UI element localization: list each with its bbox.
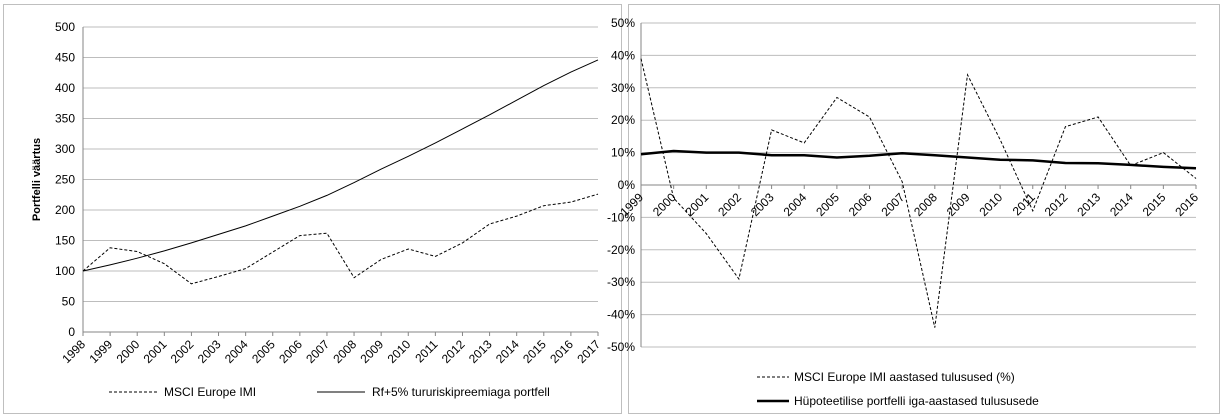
- x-tick-label: 2016: [547, 337, 576, 366]
- y-tick-label: 0: [68, 325, 75, 339]
- y-tick-label: 250: [55, 173, 75, 187]
- y-tick-label: 10%: [611, 146, 635, 160]
- y-tick-label: 500: [55, 20, 75, 34]
- x-tick-label: 2001: [683, 190, 712, 219]
- legend-label: MSCI Europe IMI: [164, 385, 256, 399]
- x-tick-label: 2013: [1074, 190, 1103, 219]
- x-tick-label: 2002: [715, 190, 744, 219]
- y-tick-label: 450: [55, 51, 75, 65]
- x-tick-label: 2006: [276, 337, 305, 366]
- y-tick-label: 0%: [618, 178, 636, 192]
- series-line-1: [82, 193, 599, 285]
- y-tick-label: -40%: [607, 308, 635, 322]
- x-tick-label: 2005: [813, 190, 842, 219]
- x-tick-label: 2011: [1010, 190, 1038, 218]
- y-tick-label: 200: [55, 203, 75, 217]
- x-tick-label: 2007: [879, 190, 908, 219]
- y-axis-title: Portfelli väärtus: [31, 138, 43, 221]
- x-tick-label: 2013: [466, 337, 495, 366]
- x-tick-label: 2003: [195, 337, 224, 366]
- portfolio-value-chart: 0 50 100 150 200 250 300 350 400 450 500 1998 1999 20…: [3, 4, 622, 414]
- portfolio-value-chart-svg: 0501001502002503003504004505001998199920…: [31, 20, 603, 399]
- series-line-1: [640, 58, 1197, 328]
- x-tick-label: 2000: [114, 337, 143, 366]
- y-tick-label: -20%: [607, 243, 635, 257]
- x-tick-label: 2004: [222, 337, 251, 366]
- x-tick-label: 2010: [976, 190, 1005, 219]
- y-tick-label: 40%: [611, 48, 635, 62]
- x-tick-label: 2012: [439, 337, 468, 366]
- x-tick-label: 2016: [1172, 190, 1201, 219]
- x-tick-label: 2002: [168, 337, 197, 366]
- x-tick-label: 2010: [385, 337, 414, 366]
- y-tick-label: 20%: [611, 113, 635, 127]
- y-tick-label: -10%: [607, 210, 635, 224]
- y-tick-label: 350: [55, 112, 75, 126]
- y-tick-label: 50: [62, 295, 76, 309]
- y-tick-label: -50%: [607, 340, 635, 354]
- x-tick-label: 2009: [944, 190, 973, 219]
- y-tick-label: 50%: [611, 16, 635, 30]
- x-tick-label: 2014: [493, 337, 522, 366]
- x-tick-label: 2005: [249, 337, 278, 366]
- x-tick-label: 2004: [781, 190, 810, 219]
- series-line-2: [82, 59, 599, 272]
- x-tick-label: 2003: [748, 190, 777, 219]
- legend-label: MSCI Europe IMI aastased tulusused (%): [794, 370, 1015, 384]
- y-tick-label: 30%: [611, 81, 635, 95]
- y-tick-label: 150: [55, 234, 75, 248]
- x-tick-label: 2001: [141, 337, 170, 366]
- y-tick-label: 300: [55, 142, 75, 156]
- x-tick-label: 2009: [357, 337, 386, 366]
- x-tick-label: 2015: [1140, 190, 1169, 219]
- series-line-2: [640, 149, 1197, 170]
- x-tick-label: 2006: [846, 190, 875, 219]
- x-tick-label: 1998: [59, 337, 88, 366]
- y-tick-label: 400: [55, 81, 75, 95]
- y-tick-label: 100: [55, 264, 75, 278]
- annual-returns-chart: -50% -40% -30% -20% -10% 0% 10% 20% 30% 40% 50% 199…: [607, 4, 1220, 414]
- y-tick-label: -30%: [607, 275, 635, 289]
- x-tick-label: 1999: [86, 337, 115, 366]
- x-tick-label: 2014: [1107, 190, 1136, 219]
- x-tick-label: 2007: [303, 337, 332, 366]
- x-tick-label: 2008: [330, 337, 359, 366]
- x-tick-label: 2000: [650, 190, 679, 219]
- x-tick-label: 2012: [1042, 190, 1071, 219]
- annual-returns-chart-svg: -50%-40%-30%-20%-10%0%10%20%30%40%50%199…: [607, 16, 1201, 408]
- x-tick-label: 2008: [911, 190, 940, 219]
- x-tick-label: 2015: [520, 337, 549, 366]
- legend-label: Hüpoteetilise portfelli iga-aastased tul…: [794, 394, 1039, 408]
- legend-label: Rf+5% tururiskipreemiaga portfell: [372, 385, 550, 399]
- x-tick-label: 2011: [412, 337, 440, 365]
- x-tick-label: 2017: [574, 337, 603, 366]
